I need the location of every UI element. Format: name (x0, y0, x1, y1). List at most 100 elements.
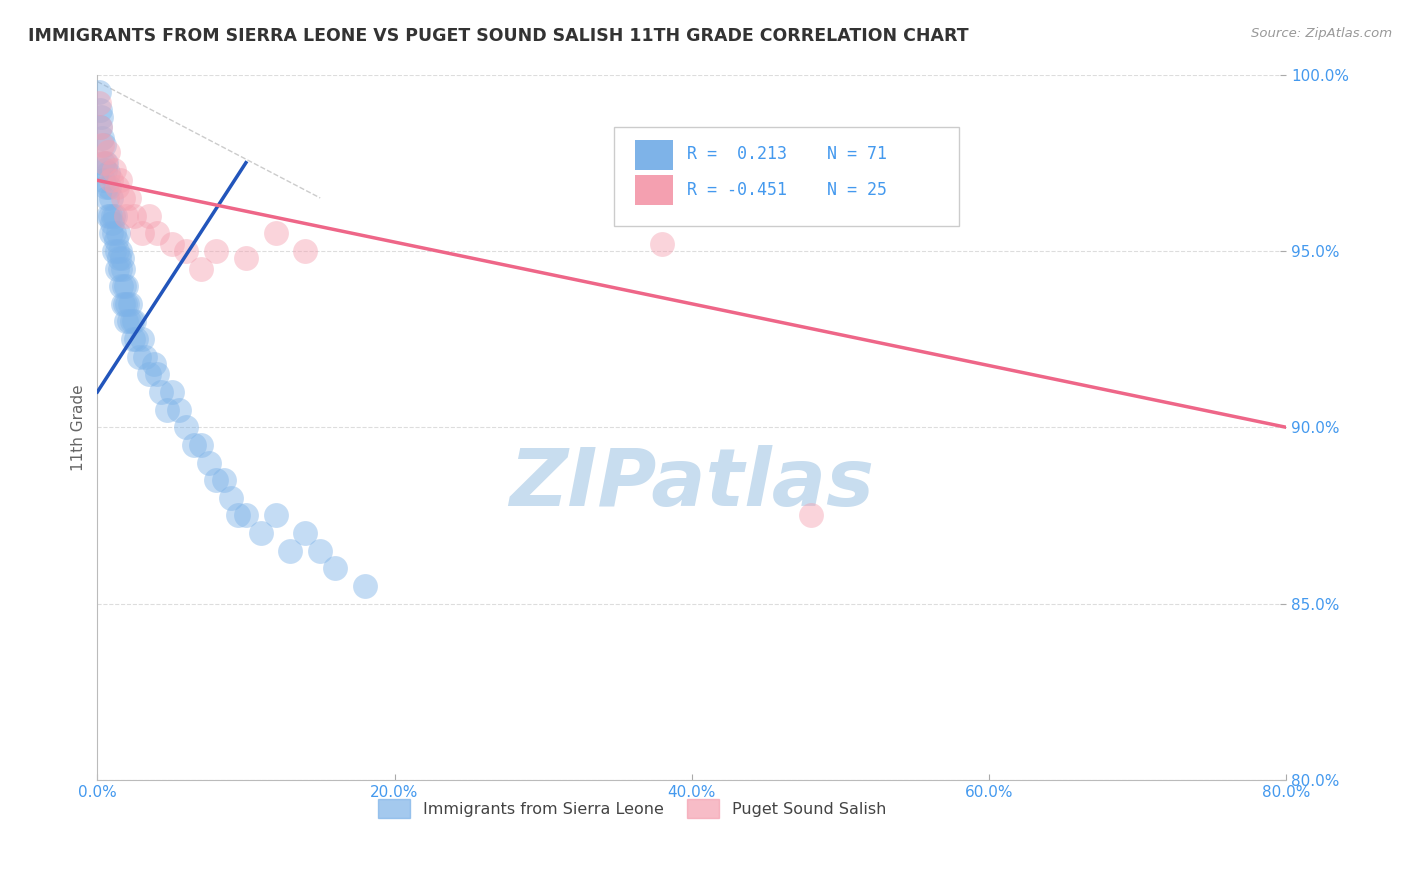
Point (205, 244, 228, 258)
Point (115, 279, 138, 293)
Point (323, 561, 346, 575)
Point (91, 155, 114, 169)
Point (100, 173, 122, 187)
Point (107, 261, 129, 276)
Point (89, 120, 111, 135)
Point (104, 233, 127, 247)
Point (124, 209, 146, 223)
Point (97, 145, 120, 160)
Point (111, 191, 134, 205)
Point (112, 279, 135, 293)
Point (108, 173, 131, 187)
FancyBboxPatch shape (634, 176, 672, 205)
Point (122, 332, 145, 346)
Point (108, 244, 131, 258)
Point (131, 226, 153, 240)
Text: R = -0.451    N = 25: R = -0.451 N = 25 (688, 180, 887, 199)
Point (121, 314, 143, 328)
Point (105, 180, 128, 194)
Text: ZIPatlas: ZIPatlas (509, 445, 875, 523)
Point (96, 191, 118, 205)
Point (228, 508, 250, 523)
Point (87, 85, 110, 99)
Point (111, 251, 134, 265)
FancyBboxPatch shape (634, 140, 672, 169)
Point (124, 314, 146, 328)
Point (146, 368, 169, 382)
Point (146, 226, 169, 240)
Point (103, 244, 125, 258)
Point (190, 261, 212, 276)
Point (98, 180, 121, 194)
Point (142, 357, 165, 371)
Point (104, 209, 127, 223)
Point (167, 402, 190, 417)
Point (134, 350, 156, 364)
Point (160, 236, 183, 251)
Point (87, 95, 110, 110)
Point (160, 384, 183, 399)
Point (91, 173, 114, 187)
Point (280, 543, 302, 558)
Text: IMMIGRANTS FROM SIERRA LEONE VS PUGET SOUND SALISH 11TH GRADE CORRELATION CHART: IMMIGRANTS FROM SIERRA LEONE VS PUGET SO… (28, 27, 969, 45)
Point (212, 473, 235, 487)
Point (89, 103, 111, 117)
Point (110, 261, 132, 276)
Point (114, 209, 136, 223)
Point (294, 526, 316, 541)
FancyBboxPatch shape (614, 128, 959, 227)
Point (100, 226, 122, 240)
Y-axis label: 11th Grade: 11th Grade (72, 384, 86, 471)
Point (125, 332, 148, 346)
Point (97, 209, 120, 223)
Point (107, 226, 129, 240)
Point (249, 526, 271, 541)
Point (235, 508, 257, 523)
Point (103, 226, 125, 240)
Point (100, 191, 122, 205)
Point (90, 131, 112, 145)
Point (264, 508, 287, 523)
Point (90, 138, 112, 153)
Point (94, 155, 117, 169)
Point (235, 251, 257, 265)
Point (131, 332, 153, 346)
Point (90, 110, 112, 124)
Point (799, 508, 821, 523)
Point (96, 155, 118, 169)
Point (309, 543, 332, 558)
Point (114, 314, 136, 328)
Point (156, 402, 179, 417)
Point (108, 251, 131, 265)
Point (190, 438, 212, 452)
Point (138, 368, 160, 382)
Point (105, 244, 128, 258)
Point (101, 216, 124, 230)
Point (197, 456, 219, 470)
Point (176, 420, 198, 434)
Legend: Immigrants from Sierra Leone, Puget Sound Salish: Immigrants from Sierra Leone, Puget Soun… (371, 793, 893, 825)
Point (94, 162, 117, 177)
Point (294, 244, 316, 258)
Point (651, 236, 673, 251)
Point (97, 166, 120, 180)
Point (115, 297, 138, 311)
Text: R =  0.213    N = 71: R = 0.213 N = 71 (688, 145, 887, 163)
Point (114, 297, 136, 311)
Point (264, 226, 287, 240)
Point (205, 473, 228, 487)
Point (103, 162, 125, 177)
Point (176, 244, 198, 258)
Point (110, 279, 132, 293)
Point (93, 138, 115, 153)
Text: Source: ZipAtlas.com: Source: ZipAtlas.com (1251, 27, 1392, 40)
Point (138, 209, 160, 223)
Point (101, 209, 124, 223)
Point (150, 384, 173, 399)
Point (111, 297, 134, 311)
Point (183, 438, 205, 452)
Point (353, 579, 375, 593)
Point (89, 120, 111, 135)
Point (118, 297, 141, 311)
Point (117, 314, 139, 328)
